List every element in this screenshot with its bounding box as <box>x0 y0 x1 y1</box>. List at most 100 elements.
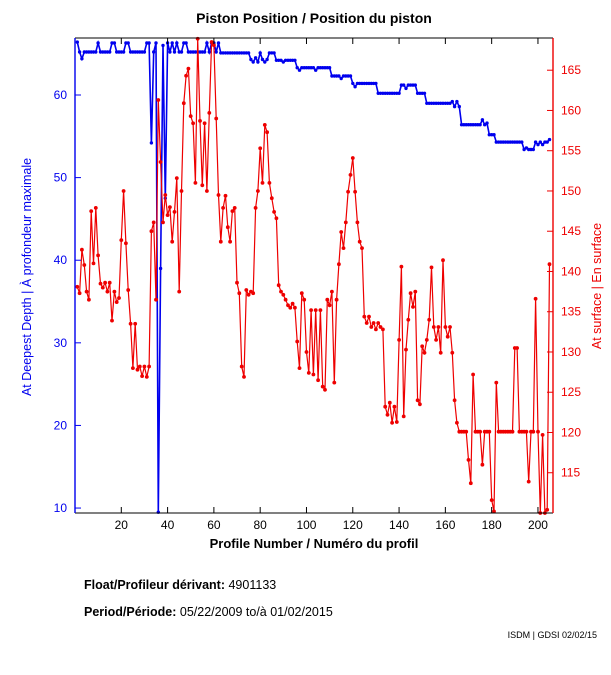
data-point-marker <box>455 420 459 425</box>
data-point-marker <box>94 50 98 54</box>
data-point-marker <box>351 81 355 86</box>
data-point-marker <box>438 350 443 355</box>
data-point-marker <box>297 68 302 72</box>
data-point-marker <box>119 238 124 243</box>
data-point-marker <box>212 43 216 48</box>
left-tick-label: 10 <box>54 501 68 515</box>
data-point-marker <box>276 283 281 288</box>
data-point-marker <box>415 398 420 403</box>
data-point-marker <box>221 51 225 55</box>
data-point-marker <box>256 60 260 64</box>
data-point-marker <box>450 350 455 355</box>
data-point-marker <box>189 50 193 54</box>
data-point-marker <box>91 261 96 266</box>
data-point-marker <box>374 81 378 86</box>
data-point-marker <box>545 507 550 512</box>
data-point-marker <box>487 429 492 434</box>
data-point-marker <box>218 239 223 244</box>
data-point-marker <box>545 140 549 144</box>
data-point-marker <box>300 66 304 70</box>
deepest-depth-series <box>75 39 552 514</box>
data-point-marker <box>87 297 91 302</box>
surface-series <box>75 36 552 515</box>
data-point-marker <box>371 321 376 325</box>
data-point-marker <box>258 146 263 151</box>
data-point-marker <box>100 285 105 290</box>
data-point-marker <box>330 74 334 78</box>
right-tick-label: 130 <box>561 345 581 359</box>
data-point-marker <box>441 258 445 263</box>
data-point-marker <box>327 303 332 308</box>
data-point-marker <box>323 387 327 392</box>
data-point-marker <box>107 280 112 285</box>
data-point-marker <box>253 206 258 210</box>
data-point-marker <box>89 209 94 214</box>
data-point-marker <box>209 40 214 44</box>
data-point-marker <box>420 344 425 349</box>
x-tick-label: 180 <box>482 518 502 532</box>
data-point-marker <box>188 114 193 118</box>
data-point-marker <box>503 140 508 144</box>
data-point-marker <box>147 41 151 45</box>
data-point-marker <box>381 327 385 332</box>
right-tick-label: 140 <box>561 264 581 278</box>
left-tick-label: 20 <box>54 418 68 432</box>
x-tick-label: 80 <box>254 518 268 532</box>
data-point-marker <box>172 210 177 214</box>
chart-title: Piston Position / Position du piston <box>196 10 432 26</box>
data-point-marker <box>413 83 417 87</box>
data-point-marker <box>193 181 198 185</box>
data-point-marker <box>353 85 357 89</box>
data-point-marker <box>269 196 274 201</box>
data-point-marker <box>408 291 413 296</box>
data-point-marker <box>436 325 441 329</box>
data-point-marker <box>103 280 107 285</box>
data-point-marker <box>124 241 128 246</box>
data-point-marker <box>237 51 241 55</box>
data-point-marker <box>223 193 228 198</box>
data-point-marker <box>478 123 482 127</box>
data-point-marker <box>330 289 334 294</box>
data-point-marker <box>98 281 103 286</box>
data-point-marker <box>387 400 392 405</box>
data-point-marker <box>378 325 383 329</box>
x-axis-label: Profile Number / Numéro du profil <box>210 536 419 551</box>
data-point-marker <box>283 297 288 302</box>
data-point-marker <box>260 181 265 185</box>
data-point-marker <box>110 318 114 323</box>
data-point-marker <box>198 119 202 123</box>
left-tick-label: 50 <box>54 171 68 185</box>
data-point-marker <box>526 479 531 484</box>
right-tick-label: 115 <box>561 466 580 480</box>
data-point-marker <box>228 239 233 244</box>
x-tick-label: 140 <box>389 518 409 532</box>
data-point-marker <box>295 339 300 344</box>
right-tick-label: 150 <box>561 184 581 198</box>
data-point-marker <box>390 420 394 425</box>
data-point-marker <box>202 50 207 54</box>
data-point-marker <box>272 51 276 55</box>
data-point-marker <box>457 104 461 109</box>
data-point-marker <box>402 83 406 87</box>
data-point-marker <box>181 101 186 106</box>
data-point-marker <box>286 303 290 308</box>
data-point-marker <box>290 301 295 306</box>
data-point-marker <box>163 193 168 197</box>
data-point-marker <box>547 262 552 267</box>
data-point-marker <box>149 141 154 145</box>
data-point-marker <box>168 205 172 210</box>
data-point-marker <box>547 137 552 142</box>
data-point-marker <box>418 402 422 407</box>
data-point-marker <box>170 239 175 244</box>
data-point-marker <box>311 372 316 377</box>
series-line <box>76 39 551 513</box>
data-point-marker <box>207 111 212 115</box>
data-point-marker <box>520 140 524 144</box>
right-tick-label: 160 <box>561 103 581 117</box>
data-point-marker <box>492 509 496 514</box>
data-point-marker <box>339 230 344 234</box>
data-point-marker <box>337 74 341 78</box>
data-point-marker <box>154 297 158 302</box>
data-point-marker <box>142 50 147 54</box>
data-point-marker <box>293 58 297 62</box>
